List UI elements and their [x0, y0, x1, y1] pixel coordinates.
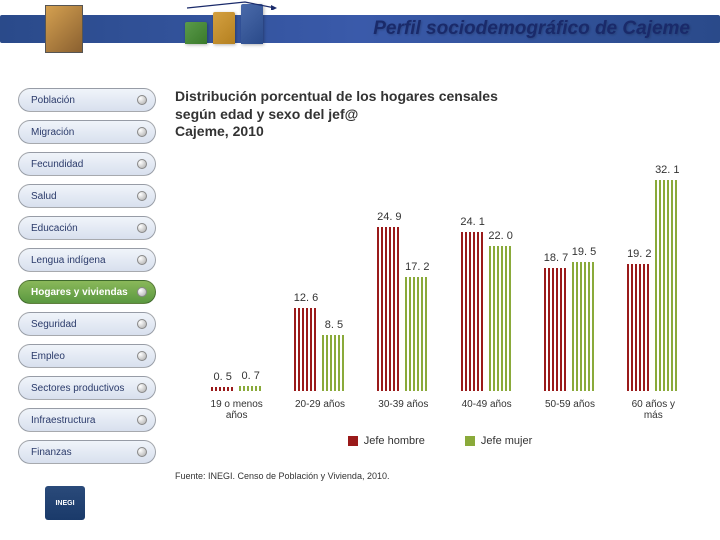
bar: 24. 9 [377, 227, 401, 391]
bar: 32. 1 [655, 180, 679, 391]
sidebar-item-educaci-n[interactable]: Educación [18, 216, 156, 240]
bar-value-label: 19. 5 [572, 246, 596, 258]
bar: 19. 2 [627, 264, 651, 390]
bar-value-label: 0. 5 [213, 371, 231, 383]
chart-title: Distribución porcentual de los hogares c… [175, 88, 705, 141]
bar-value-label: 24. 9 [377, 211, 401, 223]
legend-item: Jefe mujer [465, 435, 532, 447]
chart-legend: Jefe hombre Jefe mujer [175, 435, 705, 447]
x-axis-label: 60 años ymás [612, 399, 695, 421]
bar: 22. 0 [489, 246, 513, 391]
bar: 12. 6 [294, 308, 318, 391]
sidebar-item-sectores-productivos[interactable]: Sectores productivos [18, 376, 156, 400]
bar-group: 18. 719. 5 [528, 161, 611, 391]
chart-title-line1: Distribución porcentual de los hogares c… [175, 88, 498, 104]
inegi-logo-icon: INEGI [45, 486, 85, 520]
bar-value-label: 8. 5 [325, 319, 343, 331]
chart-plot: 0. 50. 712. 68. 524. 917. 224. 122. 018.… [195, 161, 695, 391]
bar-value-label: 32. 1 [655, 164, 679, 176]
bar-value-label: 22. 0 [488, 230, 512, 242]
bar-value-label: 19. 2 [627, 248, 651, 260]
sidebar-item-poblaci-n[interactable]: Población [18, 88, 156, 112]
main-content: Distribución porcentual de los hogares c… [175, 88, 705, 481]
bar-group: 24. 122. 0 [445, 161, 528, 391]
bar-group: 0. 5 0. 7 [195, 161, 278, 391]
chart-area: 0. 50. 712. 68. 524. 917. 224. 122. 018.… [175, 161, 705, 421]
bar-group: 12. 68. 5 [278, 161, 361, 391]
chart-title-line3: Cajeme, 2010 [175, 123, 264, 139]
x-axis-label: 30-39 años [362, 399, 445, 421]
sidebar-item-salud[interactable]: Salud [18, 184, 156, 208]
sidebar-item-empleo[interactable]: Empleo [18, 344, 156, 368]
sidebar-item-finanzas[interactable]: Finanzas [18, 440, 156, 464]
sidebar-item-fecundidad[interactable]: Fecundidad [18, 152, 156, 176]
x-axis-label: 20-29 años [278, 399, 361, 421]
sidebar-item-seguridad[interactable]: Seguridad [18, 312, 156, 336]
sidebar-item-lengua-ind-gena[interactable]: Lengua indígena [18, 248, 156, 272]
bar-value-label: 17. 2 [405, 261, 429, 273]
x-axis-label: 19 o menosaños [195, 399, 278, 421]
bar: 0. 7 [239, 386, 263, 391]
bar: 0. 5 [211, 387, 235, 390]
bar: 18. 7 [544, 268, 568, 391]
sidebar-nav: Población Migración Fecundidad Salud Educaci… [18, 88, 156, 472]
bar: 17. 2 [405, 277, 429, 390]
page-header: Perfil sociodemográfico de Cajeme [0, 0, 720, 60]
bar-value-label: 0. 7 [241, 370, 259, 382]
chart-x-axis: 19 o menosaños20-29 años30-39 años40-49 … [195, 399, 695, 421]
legend-swatch-icon [465, 436, 475, 446]
page-title: Perfil sociodemográfico de Cajeme [373, 18, 690, 40]
legend-label: Jefe hombre [364, 435, 425, 447]
header-crest-icon [45, 5, 83, 53]
header-arrow-icon [185, 0, 285, 10]
source-note: Fuente: INEGI. Censo de Población y Vivi… [175, 471, 705, 481]
bar: 19. 5 [572, 262, 596, 390]
bar-value-label: 12. 6 [294, 292, 318, 304]
bar-group: 19. 232. 1 [612, 161, 695, 391]
legend-label: Jefe mujer [481, 435, 532, 447]
sidebar-item-hogares-y-viviendas[interactable]: Hogares y viviendas [18, 280, 156, 304]
bar-value-label: 18. 7 [544, 252, 568, 264]
sidebar-item-migraci-n[interactable]: Migración [18, 120, 156, 144]
bar-value-label: 24. 1 [460, 216, 484, 228]
chart-title-line2: según edad y sexo del jef@ [175, 106, 358, 122]
bar: 24. 1 [461, 232, 485, 390]
bar: 8. 5 [322, 335, 346, 391]
x-axis-label: 40-49 años [445, 399, 528, 421]
legend-item: Jefe hombre [348, 435, 425, 447]
legend-swatch-icon [348, 436, 358, 446]
bar-group: 24. 917. 2 [362, 161, 445, 391]
sidebar-item-infraestructura[interactable]: Infraestructura [18, 408, 156, 432]
x-axis-label: 50-59 años [528, 399, 611, 421]
